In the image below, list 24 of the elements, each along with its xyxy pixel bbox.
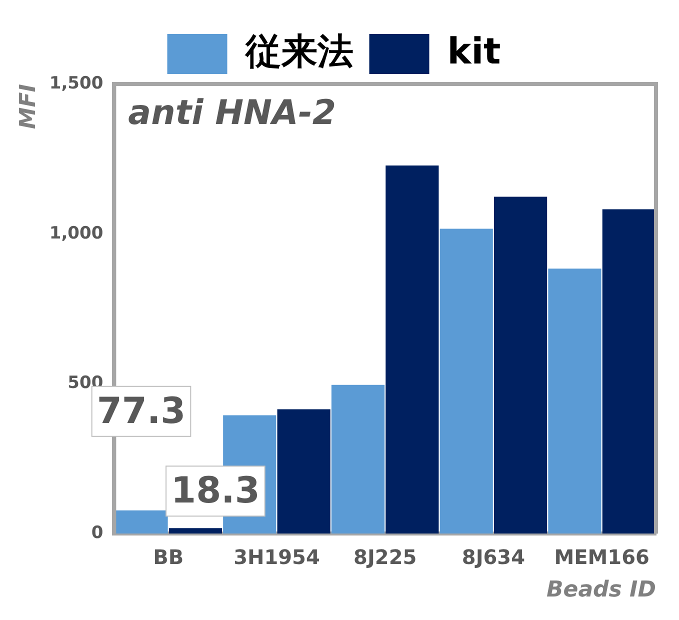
data-label: 18.3 — [171, 470, 260, 512]
bar — [602, 209, 656, 534]
legend-label: 従来法 — [244, 31, 354, 72]
bar — [168, 528, 222, 534]
bar — [440, 228, 493, 534]
bar — [548, 268, 602, 534]
x-tick-label: 8J634 — [462, 544, 526, 569]
y-tick-label: 0 — [91, 523, 104, 544]
x-axis-title: Beads ID — [546, 578, 656, 603]
x-tick-label: BB — [153, 544, 184, 569]
y-tick-label: 1,000 — [49, 223, 104, 244]
x-tick-label: 8J225 — [354, 544, 417, 569]
x-tick-label: MEM166 — [554, 544, 650, 569]
x-tick-label: 3H1954 — [234, 544, 320, 569]
bar — [331, 384, 385, 534]
chart-title: anti HNA-2 — [128, 92, 336, 133]
bar — [386, 166, 439, 534]
data-label: 77.3 — [96, 390, 186, 432]
bar — [494, 196, 548, 534]
legend-label: kit — [447, 31, 501, 72]
bar — [114, 510, 168, 534]
y-axis-title: MFI — [16, 84, 41, 130]
bar — [277, 409, 330, 534]
y-tick-label: 1,500 — [49, 73, 104, 94]
